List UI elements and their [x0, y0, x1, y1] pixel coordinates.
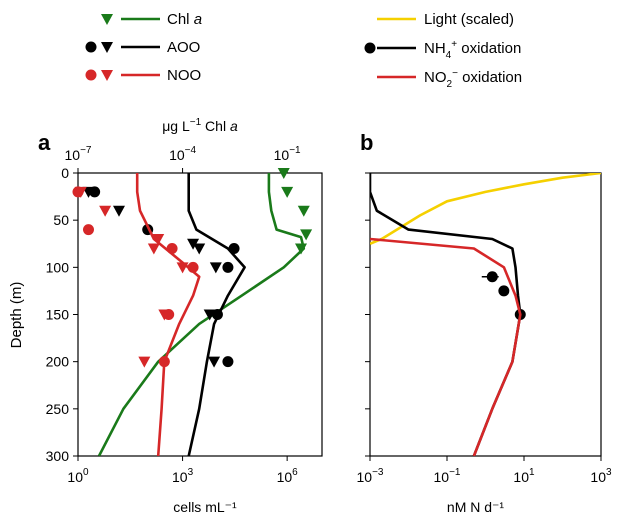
- panel-label-b: b: [360, 130, 373, 155]
- x-tick-label-b-3: 103: [590, 467, 612, 485]
- aoo-triangle-2: [187, 238, 200, 250]
- legend-label-2: NOO: [167, 67, 201, 84]
- aoo-circle-2: [228, 242, 240, 254]
- y-tick-label-1: 50: [53, 212, 69, 228]
- legend-noo-circle: [85, 69, 97, 81]
- nh4-oxidation-circle-0: [486, 271, 498, 283]
- panel-b-frame: [369, 172, 602, 457]
- legend-aoo-circle: [85, 41, 97, 53]
- y-tick-label-0: 0: [61, 165, 69, 181]
- x-tick-label-a-2: 106: [277, 467, 299, 485]
- legend-noo-triangle: [101, 70, 113, 81]
- panel-a-frame: [77, 172, 323, 457]
- aoo-circle-5: [222, 356, 234, 368]
- x-tick-label-b-2: 101: [513, 467, 535, 485]
- curve-nh4-oxidation: [370, 173, 522, 456]
- legend-nh4-circle: [364, 42, 376, 54]
- noo-circle-3: [187, 261, 199, 273]
- legend-right-label-0: Light (scaled): [424, 11, 514, 28]
- top-tick-label-0: 10−7: [65, 145, 92, 163]
- noo-circle-0: [72, 186, 84, 198]
- top-tick-label-2: 10−1: [274, 145, 301, 163]
- noo-circle-2: [166, 242, 178, 254]
- y-tick-label-2: 100: [46, 259, 70, 275]
- x-tick-label-a-1: 103: [172, 467, 194, 485]
- curve-chl-a: [97, 173, 306, 456]
- noo-triangle-3: [147, 243, 160, 255]
- y-tick-label-5: 250: [46, 401, 70, 417]
- curve-no2-oxidation: [370, 237, 522, 456]
- y-tick-label-4: 200: [46, 354, 70, 370]
- chl-a-triangle-3: [300, 229, 313, 241]
- nh4-oxidation-circle-1: [498, 285, 510, 297]
- top-tick-label-1: 10−4: [169, 145, 196, 163]
- noo-triangle-2: [152, 234, 165, 246]
- legend-aoo-triangle: [101, 42, 113, 53]
- aoo-triangle-4: [209, 262, 222, 274]
- legend-right-label-2: NO2− oxidation: [424, 68, 522, 90]
- noo-circle-1: [82, 224, 94, 236]
- curve-aoo: [187, 173, 246, 456]
- x-tick-label-b-1: 10−1: [434, 467, 461, 485]
- aoo-triangle-1: [112, 205, 125, 217]
- aoo-triangle-3: [193, 243, 206, 255]
- x-tick-label-a-0: 100: [67, 467, 89, 485]
- aoo-circle-0: [89, 186, 101, 198]
- noo-triangle-1: [99, 205, 112, 217]
- y-axis-label: Depth (m): [8, 282, 25, 349]
- aoo-triangle-6: [208, 356, 221, 368]
- panel-label-a: a: [38, 130, 51, 155]
- chl-a-triangle-1: [281, 186, 294, 198]
- chl-a-triangle-4: [295, 243, 308, 255]
- aoo-circle-4: [211, 309, 223, 320]
- chl-a-triangle-0: [277, 168, 290, 179]
- top-axis-label: μg L−1 Chl a: [162, 117, 238, 134]
- aoo-circle-3: [222, 261, 234, 273]
- curve-light-scaled-: [370, 173, 601, 246]
- x-tick-label-b-0: 10−3: [357, 467, 384, 485]
- noo-triangle-4: [176, 262, 189, 274]
- y-tick-label-6: 300: [46, 448, 70, 464]
- legend-label-1: AOO: [167, 39, 200, 56]
- legend-right-label-1: NH4+ oxidation: [424, 39, 521, 61]
- legend-chl-triangle: [101, 14, 113, 25]
- noo-circle-4: [163, 309, 175, 320]
- x-axis-label-b: nM N d⁻¹: [447, 499, 505, 515]
- x-axis-label-a: cells mL⁻¹: [173, 499, 237, 515]
- noo-circle-5: [158, 356, 170, 368]
- curve-noo: [135, 173, 201, 456]
- legend-label-0: Chl a: [167, 11, 202, 28]
- y-tick-label-3: 150: [46, 307, 70, 323]
- chl-a-triangle-2: [297, 205, 310, 217]
- noo-triangle-6: [138, 356, 151, 368]
